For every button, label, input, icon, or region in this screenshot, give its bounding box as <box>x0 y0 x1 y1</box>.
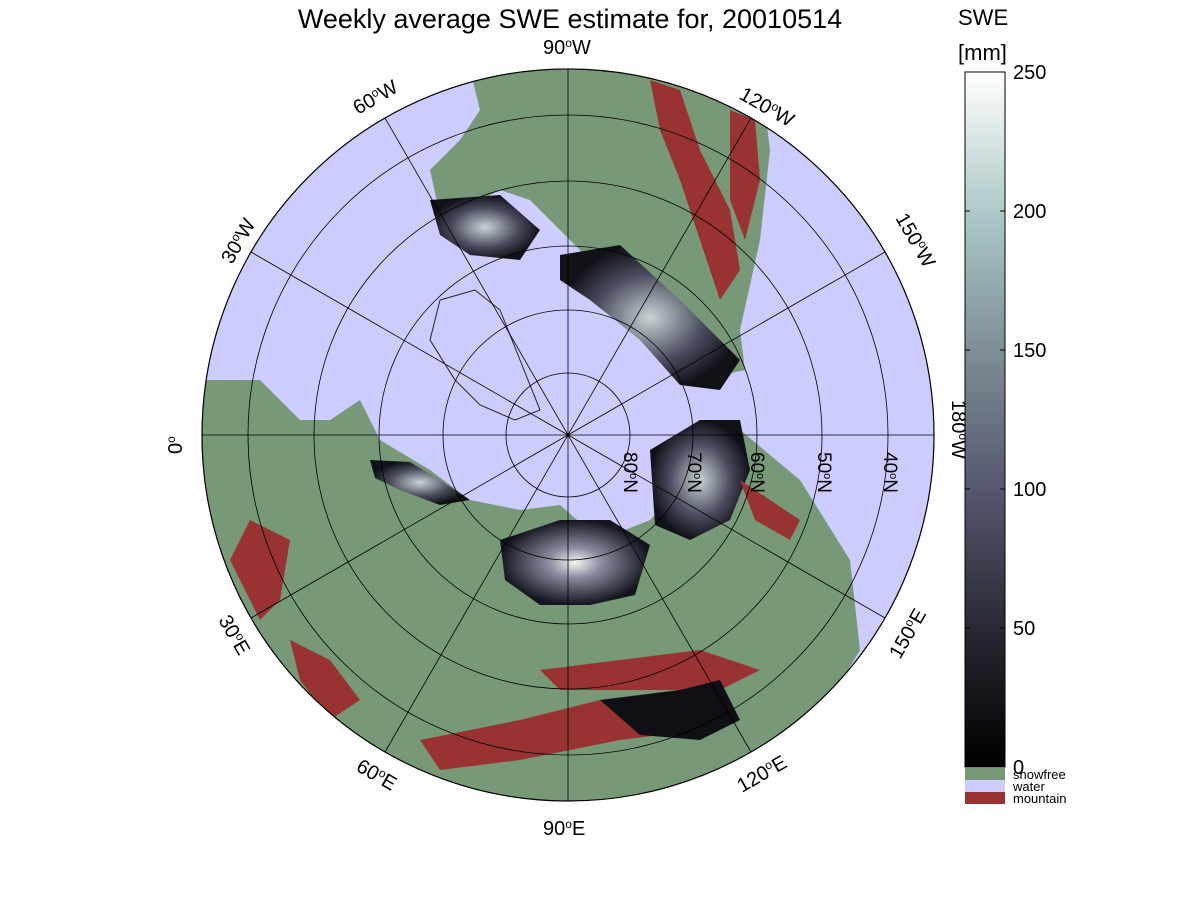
lon-label-150e: 150oE <box>884 605 931 663</box>
map-title: Weekly average SWE estimate for, 2001051… <box>297 4 843 34</box>
legend-label-snowfree: snowfree <box>1013 767 1066 782</box>
lat-label-50n: 50oN <box>813 452 834 493</box>
colorbar-tick-label: 50 <box>1013 618 1035 640</box>
coast-mountain <box>730 110 760 240</box>
kamchatka-mountain <box>740 480 800 540</box>
lon-label-0: 0o <box>164 436 187 454</box>
colorbar-tick-label: 200 <box>1013 201 1046 223</box>
lat-label-40n: 40oN <box>879 452 900 493</box>
lon-label-60e: 60oE <box>353 754 401 795</box>
colorbar-tick-label: 0 <box>1013 757 1024 779</box>
greenland-outline <box>429 289 541 421</box>
colorbar <box>964 71 1006 768</box>
hudson-snow <box>560 245 740 390</box>
lon-label-90w: 90oW <box>543 36 591 59</box>
colorbar-title-line1: SWE <box>958 5 1009 30</box>
legend-label-water: water <box>1013 779 1045 794</box>
land-layer <box>202 70 860 801</box>
legend-swatch-snowfree <box>965 768 1005 780</box>
legend-swatch-mountain <box>965 792 1005 804</box>
rockies-mountain <box>650 80 740 300</box>
lon-label-150w: 150oW <box>891 209 940 272</box>
graticule <box>202 69 934 801</box>
colorbar-title-line2: [mm] <box>958 40 1007 65</box>
lon-label-30e: 30oE <box>214 611 255 659</box>
mongolia-snow <box>600 680 740 740</box>
colorbar-tick-label: 100 <box>1013 479 1046 501</box>
colorbar-ticks: 0 50 100 150 200 250 <box>965 62 1046 779</box>
legend-swatch-water <box>965 780 1005 792</box>
colorbar-tick-label: 250 <box>1013 62 1046 84</box>
lon-label-180w: 180oW <box>947 400 970 459</box>
siberia-snow <box>500 520 650 605</box>
central-asia-mountain <box>540 650 760 690</box>
lat-label-70n: 70oN <box>683 452 704 493</box>
colorbar-tick-label: 150 <box>1013 340 1046 362</box>
lat-label-60n: 60oN <box>746 452 767 493</box>
lat-label-80n: 80oN <box>619 452 640 493</box>
scandinavia-snow <box>370 460 470 505</box>
lon-label-90e: 90oE <box>543 817 585 840</box>
map-frame <box>201 68 935 802</box>
alps-mountain <box>230 520 290 620</box>
east-siberia-snow <box>650 420 750 540</box>
legend-label-mountain: mountain <box>1013 791 1067 806</box>
iran-mountain <box>290 640 360 720</box>
